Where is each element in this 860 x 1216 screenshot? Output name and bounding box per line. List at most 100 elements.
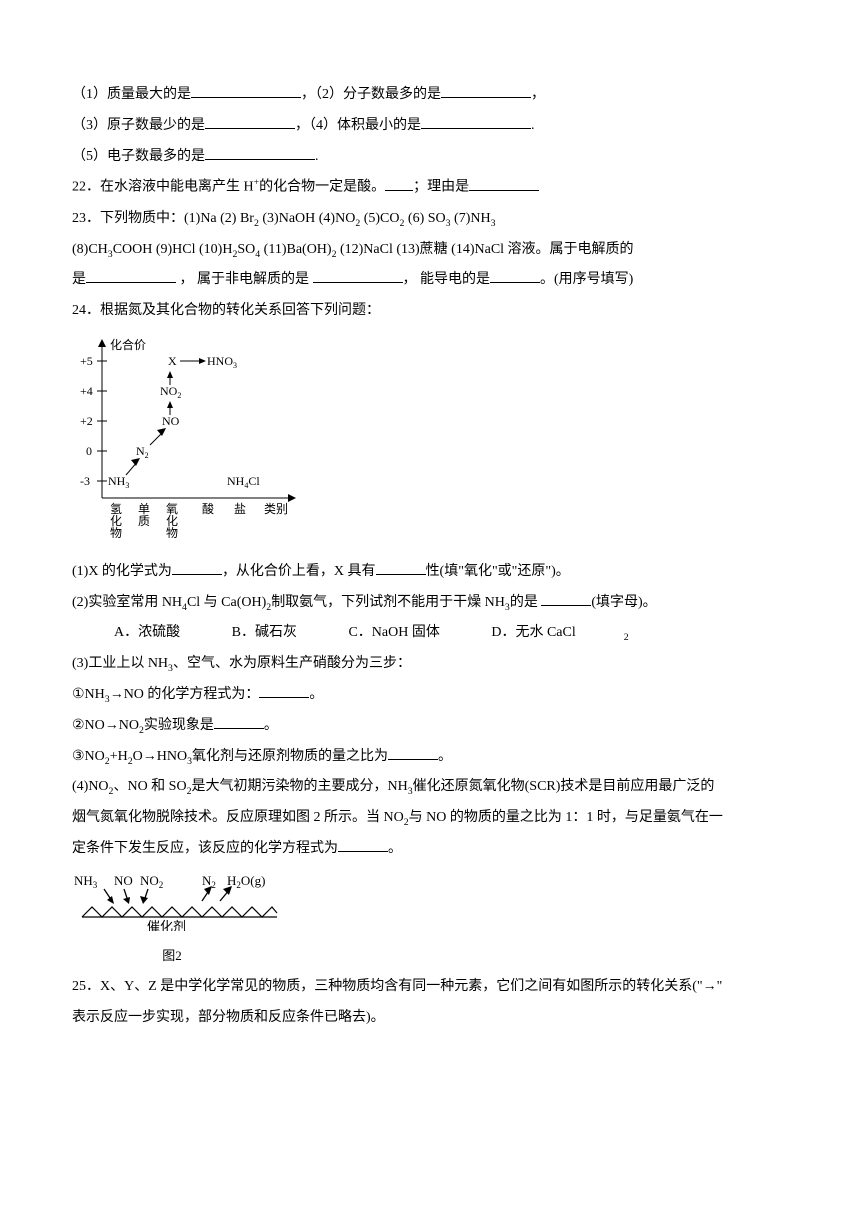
q23-line1: 23．下列物质中：(1)Na (2) Br2 (3)NaOH (4)NO2 (5… <box>72 204 788 235</box>
svg-text:X: X <box>168 354 177 368</box>
svg-text:NH3: NH3 <box>74 873 98 890</box>
text: (11)Ba(OH) <box>260 242 331 257</box>
q24-part4-l1: (4)NO2、NO 和 SO2是大气初期污染物的主要成分，NH3催化还原氮氧化物… <box>72 772 788 803</box>
svg-text:类别: 类别 <box>264 502 288 516</box>
blank <box>376 559 426 574</box>
svg-text:NO: NO <box>162 414 180 428</box>
q24-stem: 24．根据氮及其化合物的转化关系回答下列问题： <box>72 296 788 327</box>
text: 定条件下发生反应，该反应的化学方程式为 <box>72 841 338 856</box>
option-c: C．NaOH 固体 <box>348 618 439 649</box>
text: 。(用序号填写) <box>540 272 633 287</box>
text: 催化还原氮氧化物(SCR)技术是目前应用最广泛的 <box>413 779 715 794</box>
svg-text:质: 质 <box>138 514 150 528</box>
blank <box>490 268 540 283</box>
text: (填字母)。 <box>591 595 656 610</box>
text: 23．下列物质中：(1)Na (2) Br <box>72 211 254 226</box>
text: 性(填"氧化"或"还原")。 <box>426 564 570 579</box>
text: (7)NH <box>451 211 491 226</box>
svg-text:NO: NO <box>114 873 133 888</box>
svg-text:NO2: NO2 <box>140 873 163 890</box>
blank <box>205 113 295 128</box>
text: ， <box>531 87 545 102</box>
option-b: B．碱石灰 <box>232 618 297 649</box>
svg-text:NH4Cl: NH4Cl <box>227 474 260 490</box>
text: (3)工业上以 NH <box>72 656 168 671</box>
text: (8)CH <box>72 242 108 257</box>
text: 与 NO 的物质的量之比为 1：1 时，与足量氨气在一 <box>409 810 723 825</box>
text: 。 <box>388 841 402 856</box>
svg-text:-3: -3 <box>80 474 90 488</box>
blank <box>86 268 176 283</box>
blank <box>191 83 301 98</box>
text: 的化合物一定是酸。 <box>259 180 385 195</box>
text: ①NH <box>72 687 105 702</box>
svg-text:物: 物 <box>110 526 122 538</box>
text: 。 <box>309 687 323 702</box>
svg-text:酸: 酸 <box>202 501 214 516</box>
text: (2)实验室常用 NH <box>72 595 182 610</box>
svg-text:0: 0 <box>86 444 92 458</box>
text: （1）质量最大的是 <box>72 87 191 102</box>
blank <box>469 176 539 191</box>
blank <box>541 590 591 605</box>
text: 是大气初期污染物的主要成分，NH <box>191 779 407 794</box>
q23-line2: (8)CH3COOH (9)HCl (10)H2SO4 (11)Ba(OH)2 … <box>72 235 788 266</box>
text: →NO 的化学方程式为： <box>110 687 260 702</box>
blank <box>313 268 403 283</box>
text: Cl 与 Ca(OH) <box>187 595 266 610</box>
text: ③NO <box>72 749 105 764</box>
text: (5)CO <box>360 211 399 226</box>
q21-line2: （3）原子数最少的是 ，（4）体积最小的是. <box>72 111 788 142</box>
blank <box>421 113 531 128</box>
nitrogen-diagram: 化合价 +5 +4 +2 0 -3 X HNO3 NO2 NO N2 NH3 N… <box>72 333 312 551</box>
text: 制取氨气，下列试剂不能用于干燥 NH <box>271 595 505 610</box>
q24-options: A．浓硫酸 B．碱石灰 C．NaOH 固体 D．无水 CaCl2 <box>114 618 788 649</box>
text: 是 <box>72 272 86 287</box>
svg-text:+2: +2 <box>80 414 93 428</box>
text: (3)NaOH (4)NO <box>259 211 355 226</box>
text: (1)X 的化学式为 <box>72 564 172 579</box>
text: 。 <box>264 718 278 733</box>
q24-part4-l3: 定条件下发生反应，该反应的化学方程式为 。 <box>72 834 788 865</box>
text: (12)NaCl (13)蔗糖 (14)NaCl 溶液。属于电解质的 <box>336 242 633 257</box>
option-d: D．无水 CaCl2 <box>491 618 628 649</box>
text: 氧化剂与还原剂物质的量之比为 <box>192 749 388 764</box>
text: +H <box>110 749 128 764</box>
text: SO <box>237 242 255 257</box>
text: ，（4）体积最小的是 <box>295 118 421 133</box>
text: . <box>315 149 319 164</box>
text: （3）原子数最少的是 <box>72 118 205 133</box>
svg-text:NH3: NH3 <box>108 474 129 490</box>
svg-text:N2: N2 <box>136 444 149 460</box>
text: (4)NO <box>72 779 109 794</box>
blank <box>338 837 388 852</box>
text: . <box>531 118 535 133</box>
catalyst-diagram: NH3 NO NO2 N2 H2O(g) 催化剂 图2 <box>72 871 282 970</box>
svg-text:NO2: NO2 <box>160 384 181 400</box>
q24-part3: (3)工业上以 NH3、空气、水为原料生产硝酸分为三步： <box>72 649 788 680</box>
text: 的是 <box>510 595 542 610</box>
text: 实验现象是 <box>144 718 214 733</box>
svg-text:H2O(g): H2O(g) <box>227 873 265 890</box>
text: COOH (9)HCl (10)H <box>113 242 233 257</box>
text: ， 属于非电解质的是 <box>176 272 313 287</box>
q24-step3: ③NO2+H2O→HNO3氧化剂与还原剂物质的量之比为。 <box>72 742 788 773</box>
q23-line3: 是 ， 属于非电解质的是 ， 能导电的是。(用序号填写) <box>72 265 788 296</box>
text: ②NO→NO <box>72 718 139 733</box>
blank <box>205 144 315 159</box>
text: 、空气、水为原料生产硝酸分为三步： <box>173 656 411 671</box>
q21-line1: （1）质量最大的是，（2）分子数最多的是， <box>72 80 788 111</box>
svg-text:HNO3: HNO3 <box>207 354 237 370</box>
text: O→HNO <box>133 749 187 764</box>
text: 、NO 和 SO <box>113 779 186 794</box>
svg-text:催化剂: 催化剂 <box>147 919 186 931</box>
q21-line3: （5）电子数最多的是. <box>72 142 788 173</box>
blank <box>388 744 438 759</box>
q22: 22．在水溶液中能电离产生 H+的化合物一定是酸。；理由是 <box>72 172 788 203</box>
svg-text:盐: 盐 <box>234 502 246 516</box>
blank <box>172 559 222 574</box>
blank <box>259 683 309 698</box>
q24-part1: (1)X 的化学式为，从化合价上看，X 具有性(填"氧化"或"还原")。 <box>72 557 788 588</box>
text: ；理由是 <box>413 180 469 195</box>
blank <box>441 83 531 98</box>
